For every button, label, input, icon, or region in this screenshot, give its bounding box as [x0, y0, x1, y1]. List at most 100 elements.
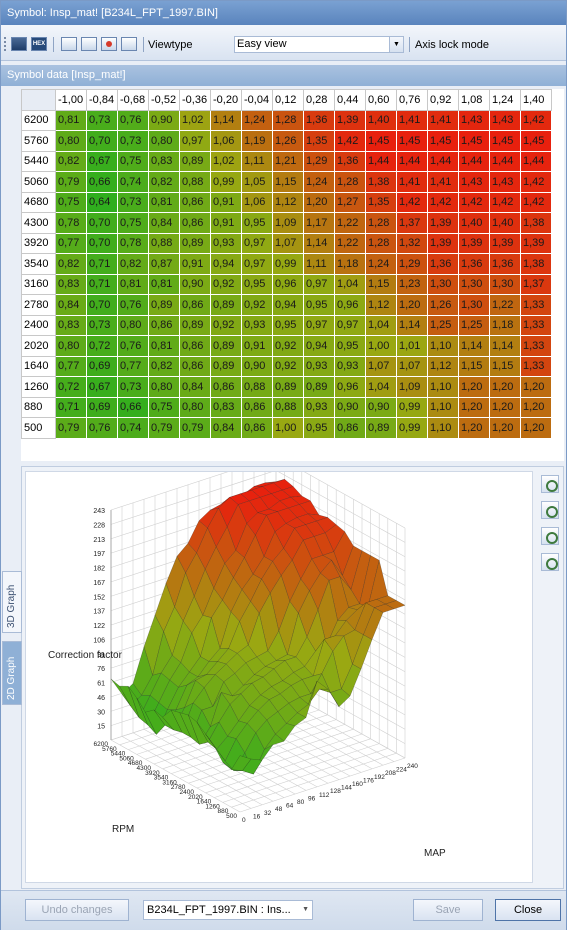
- table-cell[interactable]: 1,12: [365, 294, 397, 316]
- table-cell[interactable]: 1,26: [272, 130, 304, 152]
- table-cell[interactable]: 1,22: [334, 212, 366, 234]
- table-cell[interactable]: 0,82: [148, 171, 180, 193]
- table-cell[interactable]: 0,77: [117, 355, 149, 377]
- rotate-right-icon[interactable]: [541, 553, 559, 571]
- table-cell[interactable]: 0,91: [210, 212, 242, 234]
- chevron-down-icon[interactable]: ▼: [302, 906, 309, 913]
- table-cell[interactable]: 0,81: [148, 273, 180, 295]
- table-cell[interactable]: 0,70: [86, 294, 118, 316]
- table-cell[interactable]: 1,20: [396, 294, 428, 316]
- table-cell[interactable]: 1,25: [427, 314, 459, 336]
- table-cell[interactable]: 0,84: [210, 417, 242, 439]
- table-cell[interactable]: 1,09: [272, 212, 304, 234]
- table-cell[interactable]: 1,20: [489, 376, 521, 398]
- table-cell[interactable]: 1,20: [303, 191, 335, 213]
- table-cell[interactable]: 1,38: [520, 212, 552, 234]
- table-cell[interactable]: 0,97: [334, 314, 366, 336]
- table-cell[interactable]: 0,99: [396, 417, 428, 439]
- table-cell[interactable]: 0,93: [210, 232, 242, 254]
- table-cell[interactable]: 0,81: [148, 335, 180, 357]
- table-cell[interactable]: 0,93: [303, 396, 335, 418]
- table-cell[interactable]: 1,20: [489, 417, 521, 439]
- table-cell[interactable]: 0,75: [148, 396, 180, 418]
- table-cell[interactable]: 1,15: [272, 171, 304, 193]
- table-cell[interactable]: 0,89: [210, 355, 242, 377]
- table-cell[interactable]: 1,42: [396, 191, 428, 213]
- table-cell[interactable]: 1,40: [489, 212, 521, 234]
- table-cell[interactable]: 1,45: [489, 130, 521, 152]
- table-cell[interactable]: 0,89: [148, 294, 180, 316]
- table-cell[interactable]: 0,66: [86, 171, 118, 193]
- table-cell[interactable]: 1,45: [458, 130, 490, 152]
- table-cell[interactable]: 1,42: [520, 109, 552, 131]
- table-cell[interactable]: 1,30: [458, 273, 490, 295]
- table-cell[interactable]: 0,78: [117, 232, 149, 254]
- table-cell[interactable]: 1,44: [427, 150, 459, 172]
- table-cell[interactable]: 1,28: [334, 171, 366, 193]
- table-cell[interactable]: 0,95: [272, 314, 304, 336]
- table-cell[interactable]: 1,01: [396, 335, 428, 357]
- table-cell[interactable]: 0,93: [303, 355, 335, 377]
- table-cell[interactable]: 1,20: [520, 396, 552, 418]
- table-cell[interactable]: 0,73: [86, 109, 118, 131]
- table-cell[interactable]: 0,97: [303, 273, 335, 295]
- table-cell[interactable]: 1,15: [365, 273, 397, 295]
- table-cell[interactable]: 0,86: [241, 396, 273, 418]
- table-cell[interactable]: 1,26: [427, 294, 459, 316]
- table-cell[interactable]: 0,82: [148, 355, 180, 377]
- table-cell[interactable]: 0,74: [117, 171, 149, 193]
- table-cell[interactable]: 0,72: [86, 335, 118, 357]
- table-cell[interactable]: 1,42: [520, 191, 552, 213]
- table-cell[interactable]: 1,39: [334, 109, 366, 131]
- table-cell[interactable]: 0,83: [210, 396, 242, 418]
- hex-view-icon[interactable]: HEX: [31, 37, 47, 51]
- table-cell[interactable]: 1,28: [365, 232, 397, 254]
- table-cell[interactable]: 0,71: [55, 396, 87, 418]
- table-cell[interactable]: 0,86: [241, 417, 273, 439]
- table-cell[interactable]: 1,14: [210, 109, 242, 131]
- table-cell[interactable]: 0,96: [272, 273, 304, 295]
- table-cell[interactable]: 1,35: [303, 130, 335, 152]
- table-cell[interactable]: 0,84: [148, 212, 180, 234]
- table-cell[interactable]: 0,86: [179, 335, 211, 357]
- table-cell[interactable]: 0,70: [86, 212, 118, 234]
- table-cell[interactable]: 1,07: [272, 232, 304, 254]
- table-cell[interactable]: 0,73: [117, 191, 149, 213]
- table-cell[interactable]: 1,40: [365, 109, 397, 131]
- table-cell[interactable]: 0,84: [179, 376, 211, 398]
- tab-3d-graph[interactable]: 3D Graph: [2, 571, 22, 633]
- table-cell[interactable]: 1,04: [334, 273, 366, 295]
- table-cell[interactable]: 0,89: [179, 150, 211, 172]
- table-cell[interactable]: 0,67: [86, 150, 118, 172]
- table-cell[interactable]: 0,80: [55, 335, 87, 357]
- table-cell[interactable]: 1,23: [396, 273, 428, 295]
- table-cell[interactable]: 1,18: [334, 253, 366, 275]
- table-cell[interactable]: 0,79: [55, 417, 87, 439]
- table-cell[interactable]: 1,35: [365, 191, 397, 213]
- table-cell[interactable]: 0,84: [55, 294, 87, 316]
- table-cell[interactable]: 1,40: [458, 212, 490, 234]
- table-cell[interactable]: 0,81: [117, 273, 149, 295]
- table-cell[interactable]: 1,36: [303, 109, 335, 131]
- table-cell[interactable]: 0,99: [272, 253, 304, 275]
- table-cell[interactable]: 0,75: [117, 150, 149, 172]
- table-cell[interactable]: 0,90: [365, 396, 397, 418]
- table-cell[interactable]: 1,12: [272, 191, 304, 213]
- table-cell[interactable]: 0,96: [334, 376, 366, 398]
- table-cell[interactable]: 1,33: [520, 314, 552, 336]
- table-cell[interactable]: 1,11: [303, 253, 335, 275]
- table-cell[interactable]: 1,06: [210, 130, 242, 152]
- table-cell[interactable]: 0,80: [117, 314, 149, 336]
- table-cell[interactable]: 0,89: [179, 232, 211, 254]
- table-cell[interactable]: 1,39: [520, 232, 552, 254]
- file-symbol-combo[interactable]: B234L_FPT_1997.BIN : Ins... ▼: [143, 900, 313, 920]
- table-cell[interactable]: 0,96: [334, 294, 366, 316]
- table-cell[interactable]: 1,10: [427, 376, 459, 398]
- table-cell[interactable]: 1,20: [458, 396, 490, 418]
- table-cell[interactable]: 1,30: [458, 294, 490, 316]
- table-cell[interactable]: 0,89: [179, 314, 211, 336]
- table-cell[interactable]: 0,86: [179, 294, 211, 316]
- table-cell[interactable]: 0,81: [55, 109, 87, 131]
- zoom-out-icon[interactable]: [541, 501, 559, 519]
- table-cell[interactable]: 1,10: [427, 335, 459, 357]
